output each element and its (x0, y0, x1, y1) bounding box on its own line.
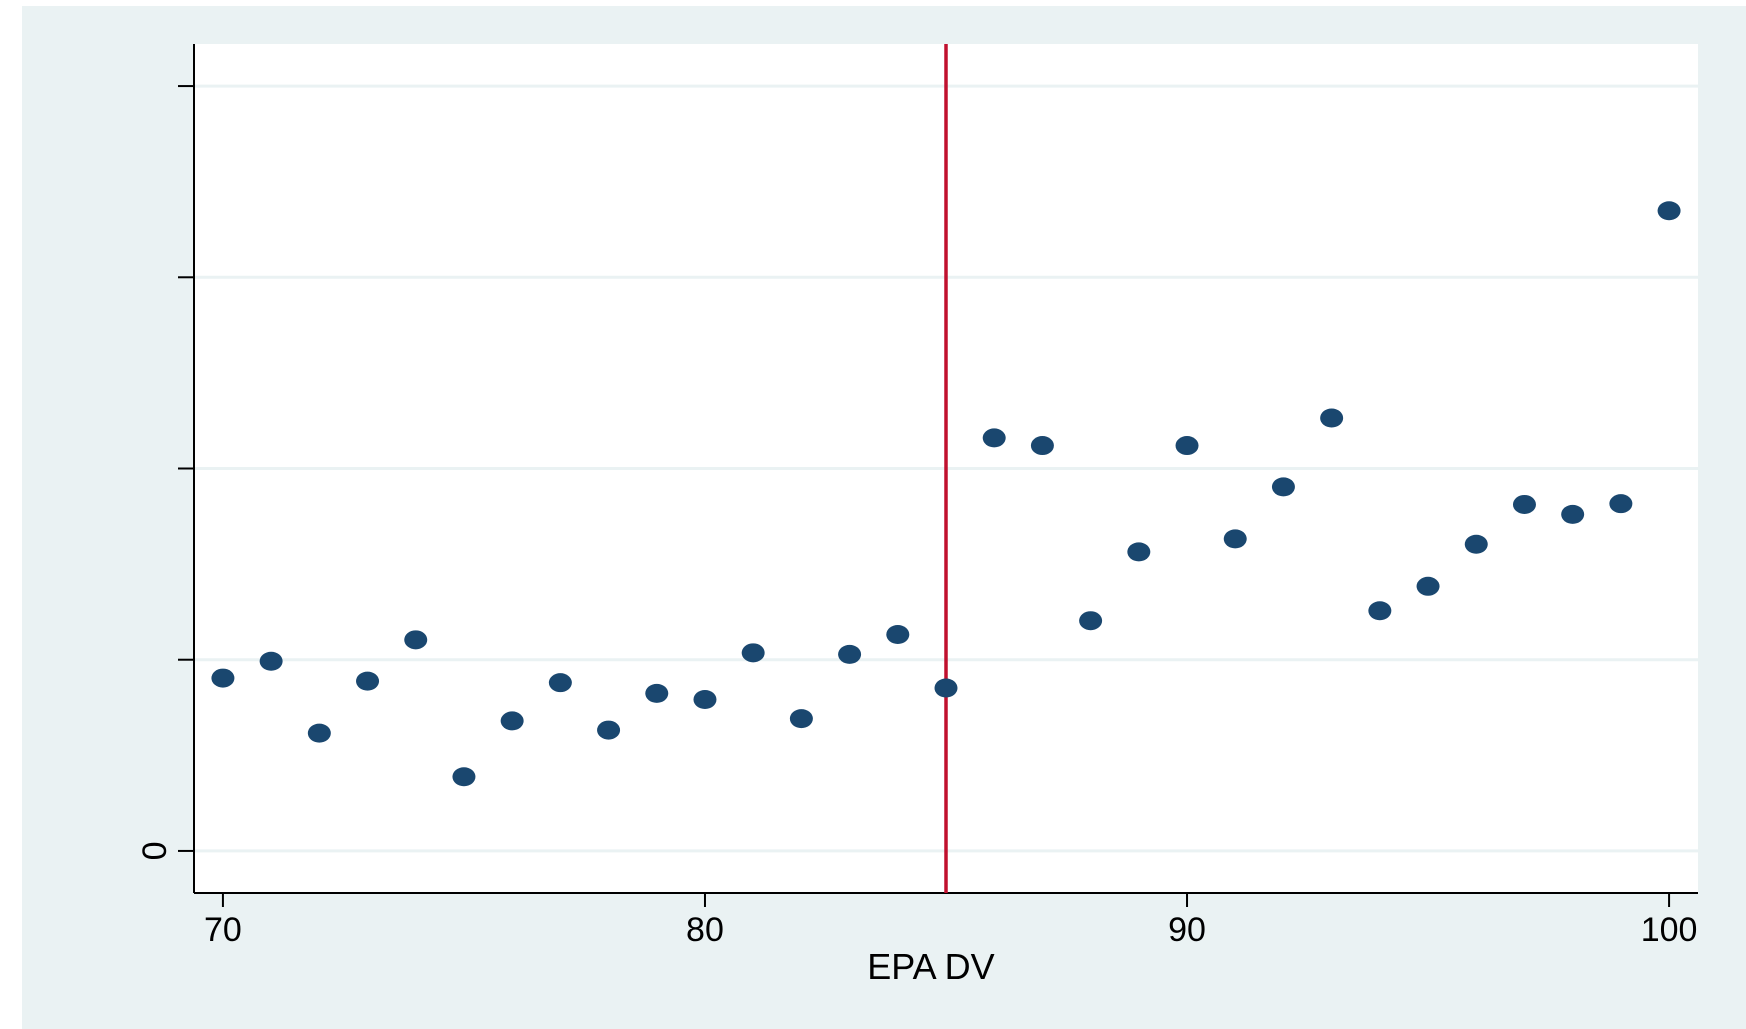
data-point-93 (1320, 408, 1344, 428)
data-point-95 (1416, 576, 1440, 596)
data-point-74 (404, 630, 428, 650)
x-axis-title: EPA DV (867, 946, 994, 987)
data-point-87 (1030, 436, 1054, 456)
data-point-84 (886, 624, 910, 644)
data-point-85 (934, 678, 958, 698)
data-point-81 (741, 643, 765, 663)
data-point-90 (1175, 436, 1199, 456)
data-point-80 (693, 689, 717, 709)
data-point-94 (1368, 601, 1392, 621)
data-point-77 (548, 673, 572, 693)
data-point-79 (645, 683, 669, 703)
x-tick-label-80: 80 (686, 911, 724, 949)
data-point-72 (307, 723, 331, 743)
data-point-86 (982, 428, 1006, 448)
data-point-76 (500, 711, 524, 731)
top-margin-strip (0, 0, 1746, 6)
data-point-73 (356, 671, 380, 691)
y-tick-label-0: 0 (136, 841, 174, 860)
data-point-91 (1223, 529, 1247, 549)
data-point-89 (1127, 542, 1151, 562)
data-point-83 (838, 644, 862, 664)
tick-labels: 70 80 90 100 0 (136, 841, 1698, 949)
data-point-92 (1271, 477, 1295, 497)
left-margin-strip (0, 0, 22, 1029)
x-tick-label-70: 70 (204, 911, 242, 949)
data-point-99 (1609, 494, 1633, 514)
x-tick-label-100: 100 (1641, 911, 1698, 949)
data-point-70 (211, 668, 235, 688)
data-point-100 (1657, 201, 1681, 221)
data-point-88 (1079, 611, 1103, 631)
data-point-97 (1512, 494, 1536, 514)
x-tick-label-90: 90 (1168, 911, 1206, 949)
data-point-75 (452, 767, 476, 787)
data-points (211, 201, 1681, 787)
data-point-98 (1561, 504, 1585, 524)
data-point-71 (259, 651, 283, 671)
data-point-78 (597, 720, 621, 740)
data-point-82 (789, 709, 813, 729)
data-point-96 (1464, 534, 1488, 554)
